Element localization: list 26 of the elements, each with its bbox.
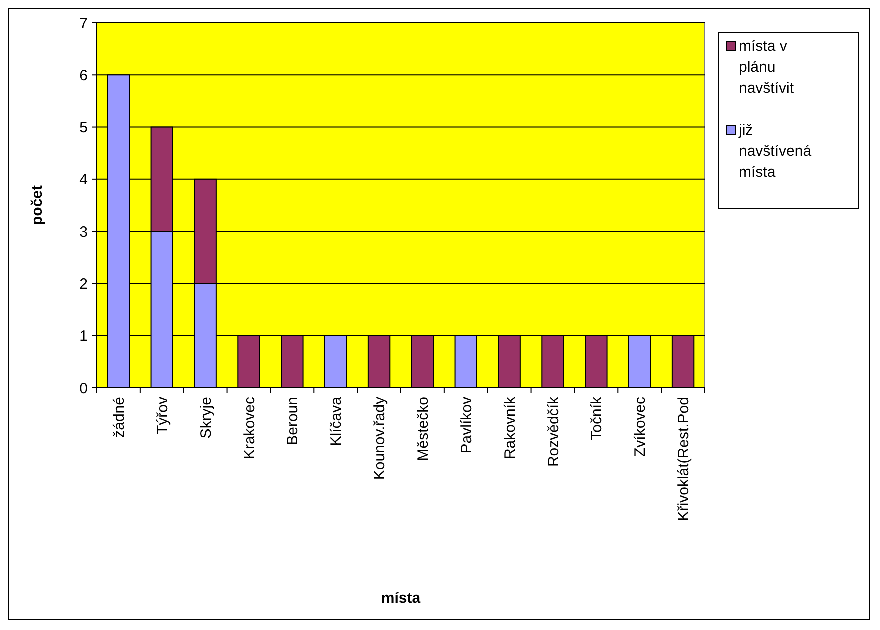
y-tick-label: 6 [80,67,88,84]
x-tick-label: Pavlíkov [458,396,476,454]
legend-label: místa v plánu navštívit [739,38,795,97]
x-tick-label: Křivoklát(Rest.Pod [676,397,693,522]
y-tick-label: 4 [80,172,88,189]
y-tick-label: 2 [80,276,88,293]
x-tick-label: Rozvědčík [545,396,562,468]
legend-label: již navštívená místa [738,122,812,181]
x-tick-label: žádné [110,397,128,438]
x-tick-label: Městečko [414,397,432,462]
y-tick-label: 3 [80,224,88,241]
y-tick-label: 7 [80,15,88,32]
x-tick-label: Rakovník [502,396,519,460]
x-tick-label: Skryje [198,397,215,439]
x-tick-label: Beroun [284,397,302,446]
x-tick-label: Klíčava [328,396,346,446]
x-tick-label: Týřov [154,396,172,434]
x-axis-title: místa [381,590,422,607]
x-tick-label: Krakovec [241,396,258,460]
y-tick-label: 0 [80,380,88,398]
y-axis-title: počet [29,185,46,226]
x-tick-label: Zvíkovec [632,396,650,458]
y-tick-label: 5 [80,120,88,137]
y-tick-label: 1 [80,328,88,346]
x-tick-label: Točník [588,396,606,440]
x-tick-label: Kounov.řady [372,396,389,480]
